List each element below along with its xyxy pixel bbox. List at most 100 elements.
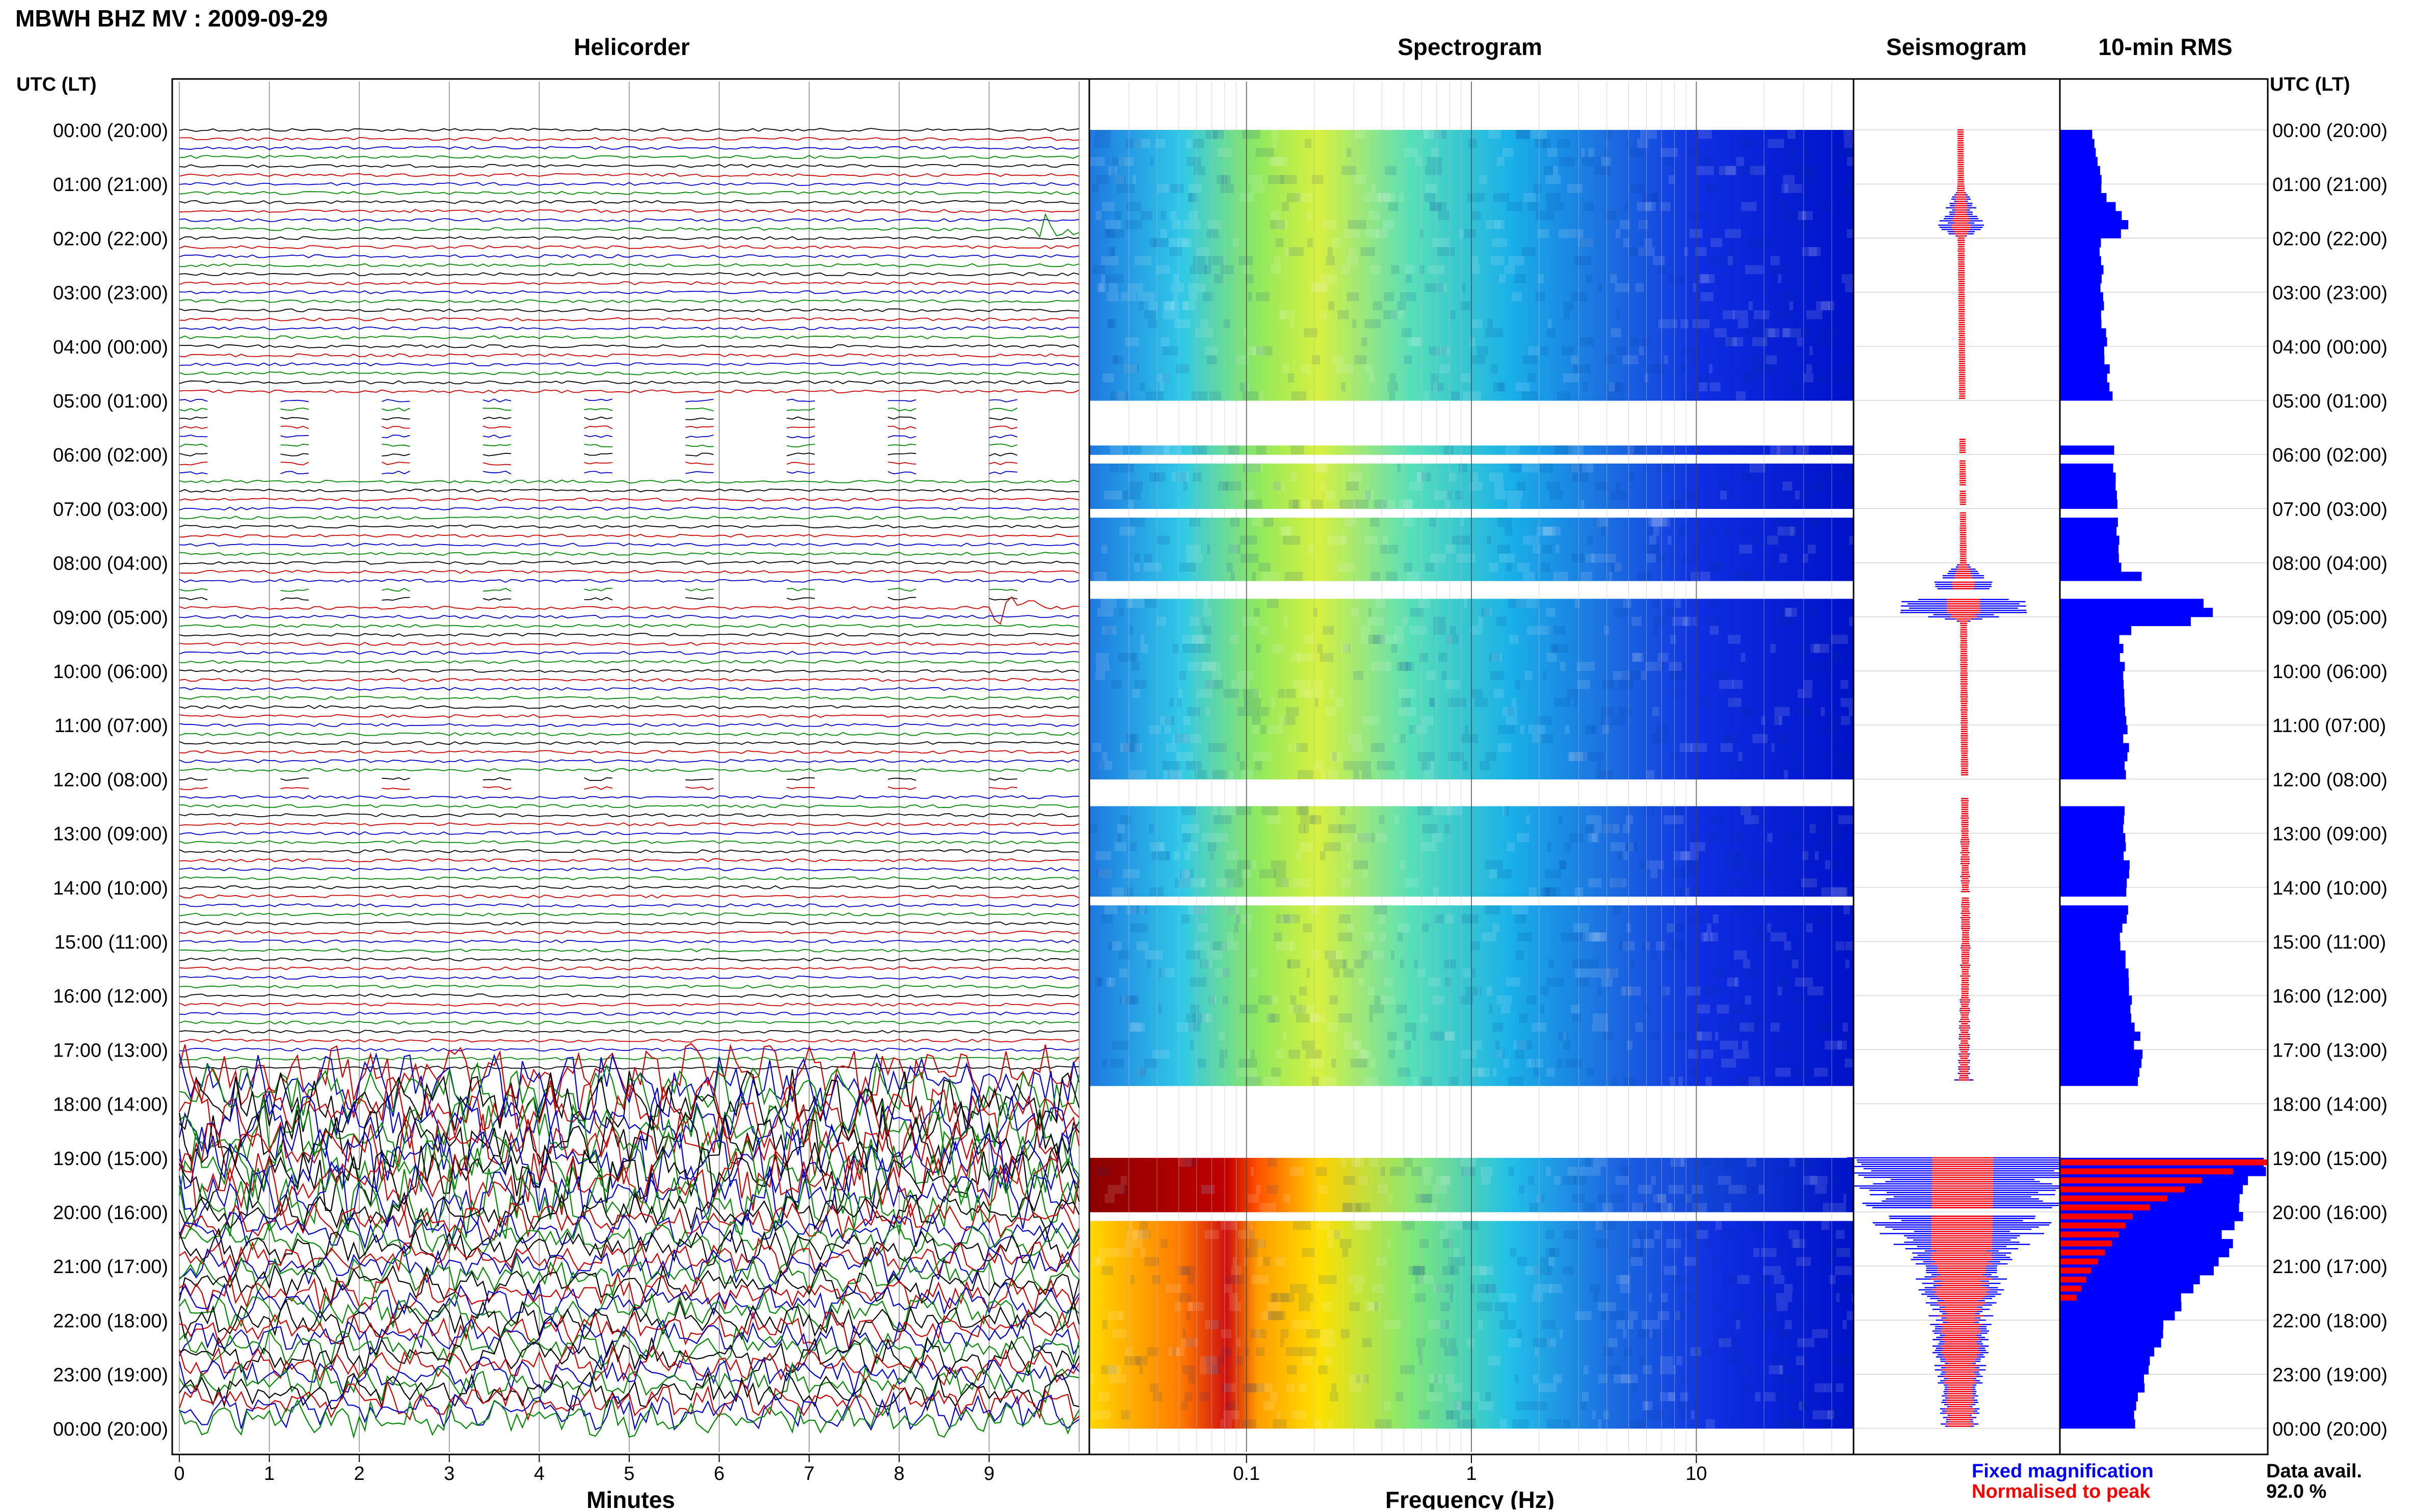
spectrogram-speckle (1428, 265, 1445, 275)
spectrogram-speckle (1213, 941, 1227, 951)
spectrogram-speckle (1262, 806, 1278, 816)
spectrogram-speckle (1182, 238, 1188, 248)
spectrogram-speckle (1494, 481, 1504, 491)
spectrogram-speckle (1445, 545, 1456, 554)
spectrogram-speckle (1813, 643, 1830, 653)
spectrogram-speckle (1508, 1076, 1524, 1086)
spectrogram-speckle (1105, 1194, 1115, 1203)
spectrogram-speckle (1133, 1230, 1149, 1239)
spectrogram-speckle (1732, 905, 1748, 914)
spectrogram-speckle (1592, 932, 1606, 941)
spectrogram-speckle (1515, 1374, 1519, 1384)
spectrogram-speckle (1738, 526, 1747, 536)
spectrogram-speckle (1533, 1338, 1550, 1347)
spectrogram-speckle (1706, 184, 1711, 193)
spectrogram-speckle (1426, 671, 1436, 680)
spectrogram-speckle (1149, 472, 1166, 482)
spectrogram-speckle (1398, 707, 1416, 716)
spectrogram-speckle (1843, 1194, 1846, 1203)
spectrogram-speckle (1648, 364, 1665, 373)
spectrogram-speckle (1835, 752, 1849, 761)
spectrogram-speckle (1243, 463, 1261, 473)
spectrogram-speckle (1611, 1076, 1618, 1086)
spectrogram-speckle (1240, 761, 1245, 770)
spectrogram-speckle (1814, 851, 1819, 860)
spectrogram-speckle (1255, 643, 1261, 653)
spectrogram-speckle (1223, 319, 1230, 329)
spectrogram-speckle (1787, 130, 1796, 139)
helicorder-trace (179, 1030, 1080, 1034)
spectrogram-speckle (1767, 833, 1773, 843)
data-avail-value: 92.0 % (2266, 1481, 2326, 1502)
spectrogram-speckle (1831, 1410, 1843, 1420)
rms-bar (2060, 364, 2110, 374)
spectrogram-speckle (1162, 761, 1180, 770)
spectrogram-speckle (1636, 139, 1649, 148)
spectrogram-speckle (1580, 1401, 1587, 1411)
spectrogram-speckle (1616, 1320, 1625, 1330)
spectrogram-speckle (1255, 1329, 1261, 1338)
spectrogram-speckle (1359, 761, 1371, 770)
spectrogram-speckle (1457, 553, 1475, 563)
spectrogram-speckle (1122, 869, 1140, 879)
spectrogram-speckle (1173, 274, 1179, 283)
spectrogram-speckle (1653, 1230, 1661, 1239)
spectrogram-speckle (1169, 770, 1183, 779)
spectrogram-xlabel: Frequency (Hz) (1385, 1487, 1554, 1509)
spectrogram-speckle (1705, 1419, 1715, 1428)
spectrogram-speckle (1615, 562, 1622, 572)
spectrogram-speckle (1356, 499, 1369, 509)
rms-bar (2060, 283, 2101, 293)
spectrogram-speckle (1600, 707, 1615, 716)
helicorder-trace (179, 795, 1080, 799)
spectrogram-speckle (1427, 761, 1434, 770)
spectrogram-speckle (1660, 148, 1678, 157)
spectrogram-speckle (1752, 355, 1768, 365)
spectrogram-speckle (1429, 1374, 1442, 1384)
spectrogram-speckle (1713, 914, 1719, 924)
spectrogram-speckle (1480, 761, 1490, 770)
spectrogram-speckle (1162, 310, 1178, 319)
spectrogram-speckle (1834, 653, 1846, 662)
spectrogram-speckle (1243, 265, 1249, 275)
spectrogram-speckle (1608, 1338, 1618, 1347)
spectrogram-speckle (1720, 1040, 1738, 1050)
spectrogram-speckle (1167, 770, 1178, 779)
spectrogram-speckle (1414, 959, 1418, 969)
spectrogram-speckle (1611, 562, 1622, 572)
spectrogram-speckle (1581, 148, 1585, 157)
spectrogram-speckle (1464, 599, 1467, 608)
spectrogram-speckle (1374, 1302, 1379, 1311)
spectrogram-speckle (1809, 346, 1813, 356)
spectrogram-speckle (1442, 1239, 1454, 1248)
helicorder-tick-label: 9 (984, 1463, 995, 1484)
spectrogram-speckle (1477, 346, 1488, 356)
spectrogram-speckle (1343, 968, 1354, 978)
spectrogram-speckle (1263, 1401, 1276, 1411)
spectrogram-speckle (1559, 1329, 1563, 1338)
spectrogram-speckle (1247, 923, 1251, 933)
helicorder-trace (179, 155, 1080, 159)
hour-label-right: 09:00 (05:00) (2272, 607, 2387, 629)
helicorder-trace (179, 407, 1018, 412)
spectrogram-speckle (1499, 1049, 1505, 1059)
spectrogram-speckle (1131, 923, 1147, 933)
legend-fixed-magnification: Fixed magnification (1972, 1461, 2154, 1482)
spectrogram-speckle (1548, 1266, 1553, 1275)
spectrogram-speckle (1532, 734, 1542, 743)
spectrogram-speckle (1616, 229, 1621, 238)
spectrogram-speckle (1825, 662, 1834, 671)
spectrogram-speckle (1331, 1059, 1336, 1068)
spectrogram-speckle (1605, 130, 1613, 139)
spectrogram-speckle (1800, 1401, 1807, 1411)
spectrogram-speckle (1239, 1004, 1258, 1014)
spectrogram-speckle (1588, 148, 1595, 157)
spectrogram-speckle (1182, 635, 1196, 644)
spectrogram-speckle (1375, 599, 1385, 608)
spectrogram-speckle (1735, 1076, 1753, 1086)
spectrogram-speckle (1573, 256, 1591, 265)
spectrogram-speckle (1790, 1374, 1796, 1384)
spectrogram-speckle (1487, 535, 1491, 545)
helicorder-trace (179, 182, 1080, 186)
spectrogram-speckle (1229, 635, 1239, 644)
